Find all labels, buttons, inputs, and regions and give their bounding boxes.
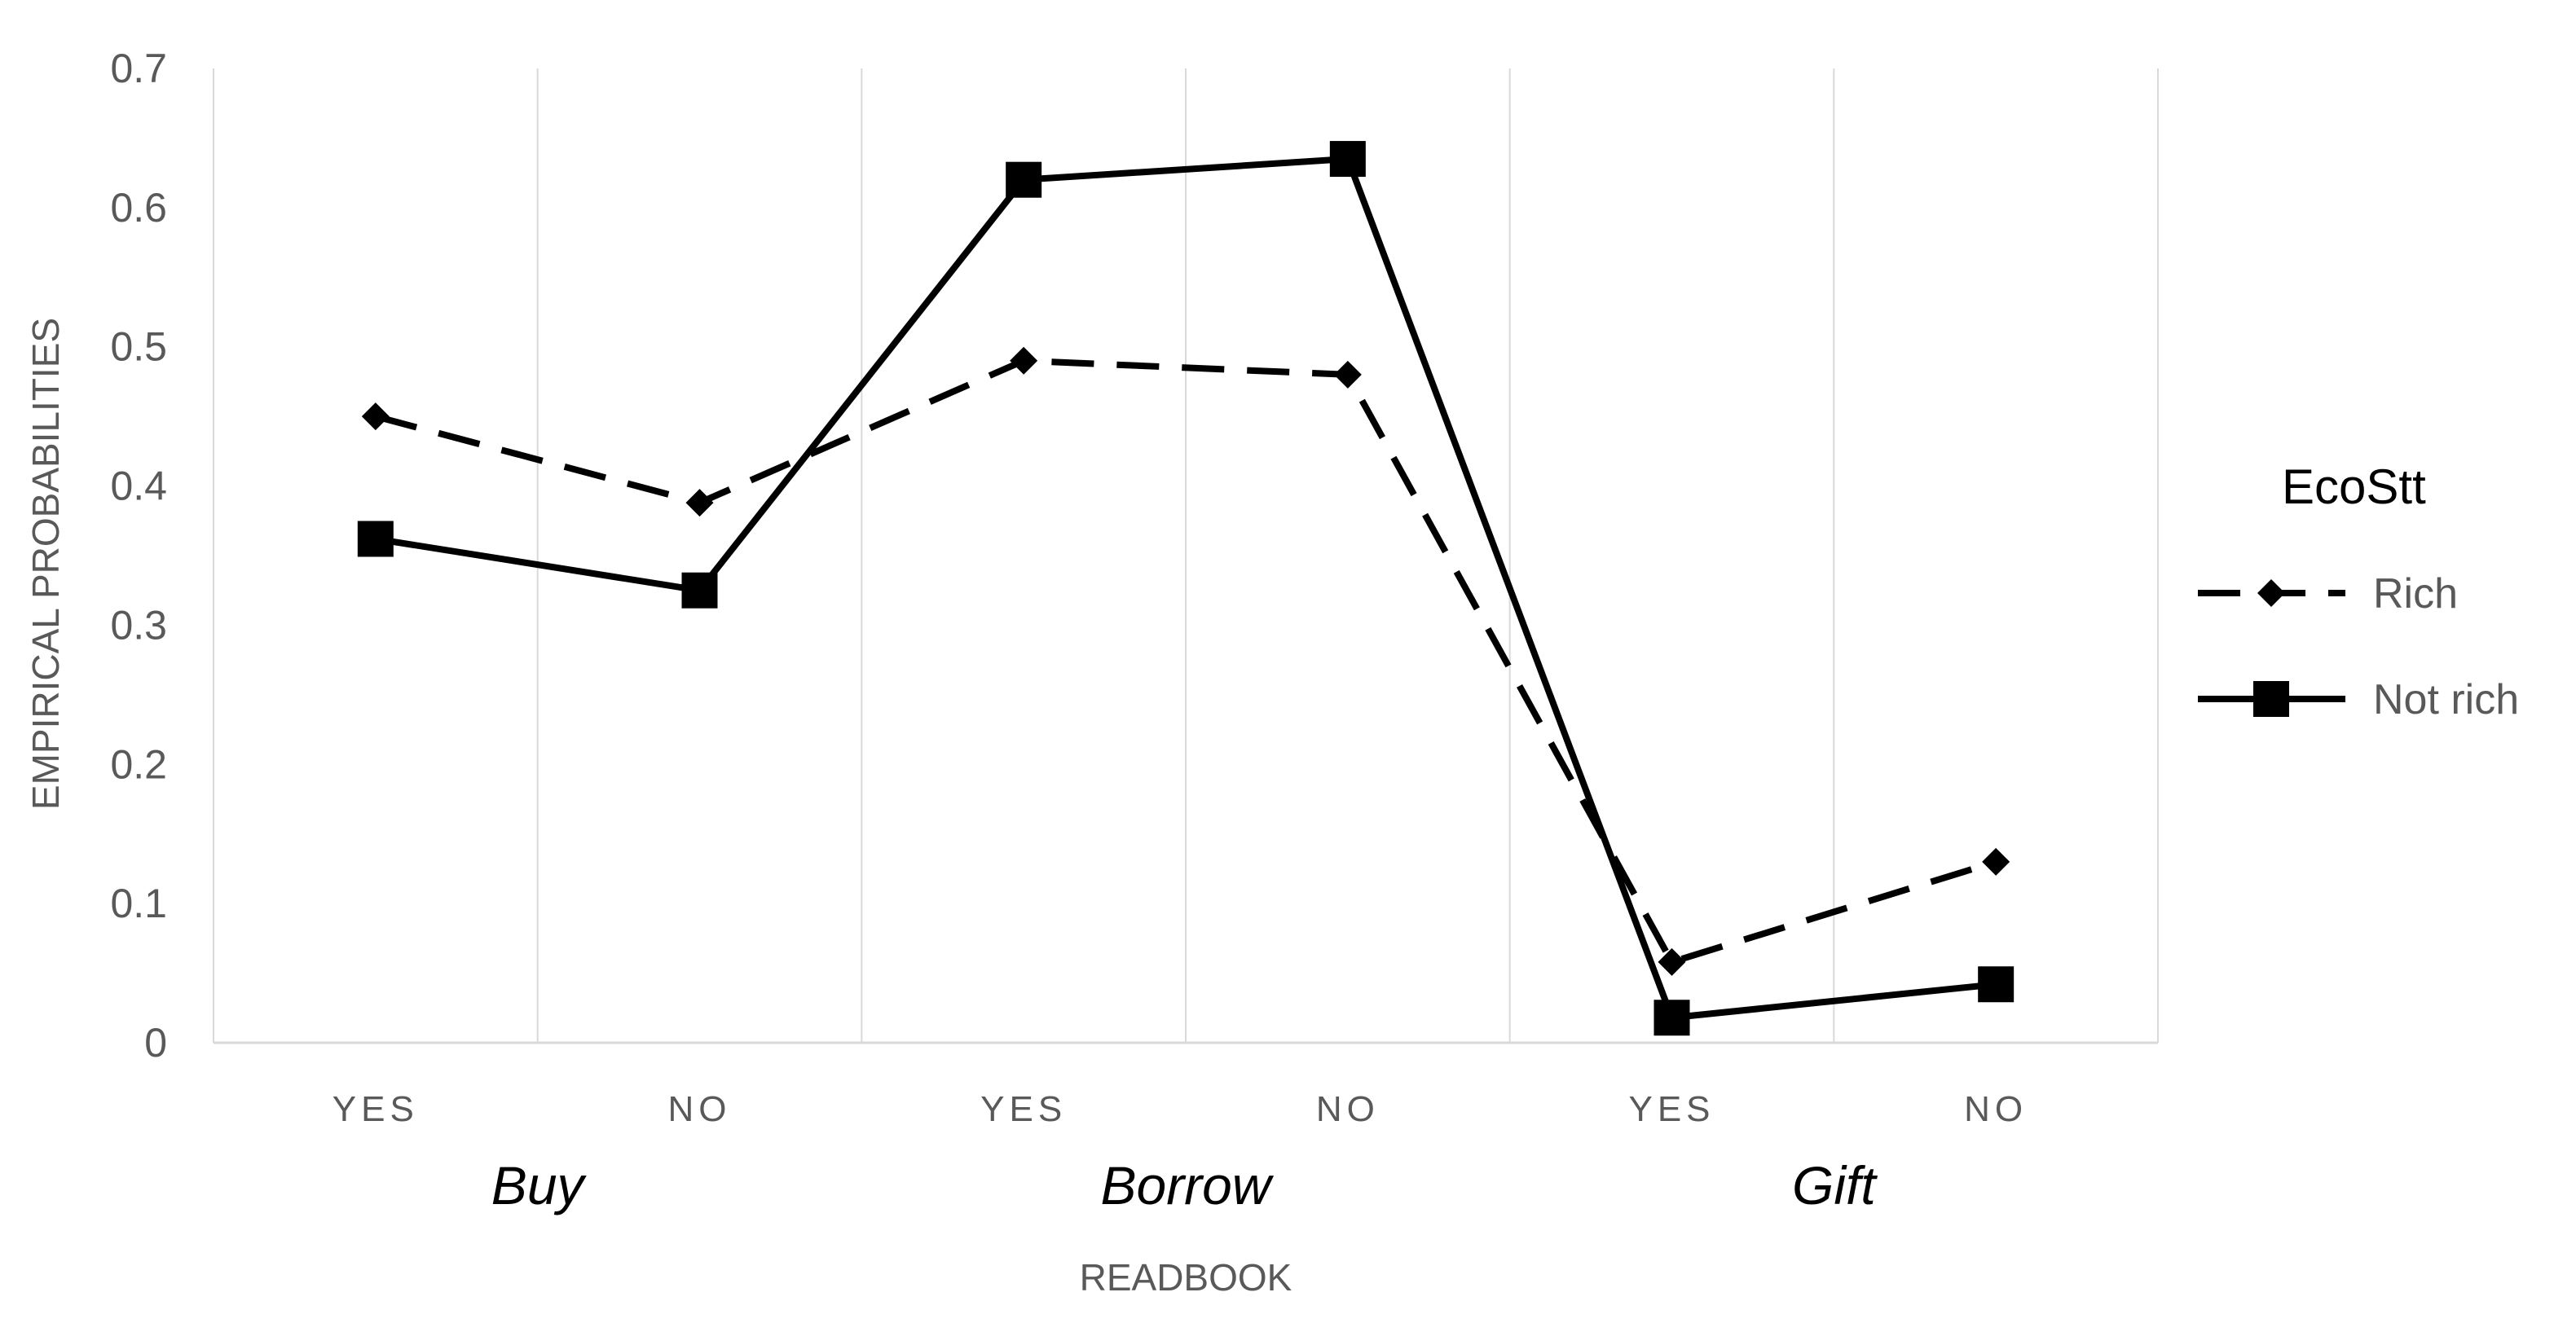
series-line: [375, 156, 1997, 1022]
series-not-rich: [357, 141, 2015, 1036]
legend-entry: Rich: [2198, 570, 2458, 618]
y-tick-labels: 0 0.1 0.2 0.3 0.4 0.5 0.6 0.7: [110, 46, 167, 1066]
data-point: [1006, 161, 1042, 198]
data-point: [1978, 966, 2015, 1003]
y-tick-label: 0.2: [110, 741, 167, 787]
legend-label: Not rich: [2373, 676, 2519, 723]
x-tick-label: YES: [332, 1089, 419, 1129]
series-layer: [357, 141, 2015, 1036]
legend-title: EcoStt: [2282, 459, 2426, 514]
data-point: [1982, 847, 2010, 876]
x-tick-label: NO: [1964, 1089, 2028, 1129]
group-label: Buy: [491, 1155, 588, 1215]
y-tick-label: 0.3: [110, 602, 167, 648]
data-point: [1333, 360, 1362, 389]
x-axis-title: READBOOK: [1080, 1256, 1292, 1299]
group-label: Gift: [1792, 1155, 1878, 1215]
legend-marker: [2257, 579, 2285, 607]
series-rich: [361, 346, 2010, 976]
data-point: [1653, 1000, 1690, 1036]
x-tick-label: YES: [1628, 1089, 1715, 1129]
x-tick-labels: YES NO YES NO YES NO: [332, 1089, 2028, 1129]
y-axis-title: EMPIRICAL PROBABILITIES: [24, 318, 67, 810]
data-point: [361, 402, 390, 431]
data-point: [1658, 947, 1686, 976]
y-tick-label: 0.7: [110, 46, 167, 91]
y-tick-label: 0.4: [110, 464, 167, 509]
x-tick-label: NO: [1316, 1089, 1380, 1129]
y-tick-label: 0.5: [110, 324, 167, 370]
data-point: [685, 489, 714, 517]
legend-entries: Rich Not rich: [2198, 570, 2519, 723]
x-tick-label: YES: [980, 1089, 1067, 1129]
data-point: [1010, 346, 1038, 375]
legend-marker: [2253, 681, 2289, 717]
grid-lines: [213, 68, 2159, 1043]
y-tick-label: 0.1: [110, 881, 167, 926]
x-tick-label: NO: [668, 1089, 732, 1129]
series-line: [374, 357, 1997, 965]
legend-label: Rich: [2373, 570, 2458, 618]
data-point: [681, 572, 718, 609]
data-point: [1329, 141, 1366, 178]
legend: EcoStt Rich Not rich: [2198, 459, 2519, 723]
y-tick-label: 0.6: [110, 185, 167, 231]
legend-entry: Not rich: [2198, 676, 2519, 723]
group-label: Borrow: [1100, 1155, 1274, 1215]
y-tick-label: 0: [144, 1020, 167, 1066]
group-labels: Buy Borrow Gift: [491, 1155, 1878, 1215]
data-point: [357, 521, 394, 557]
